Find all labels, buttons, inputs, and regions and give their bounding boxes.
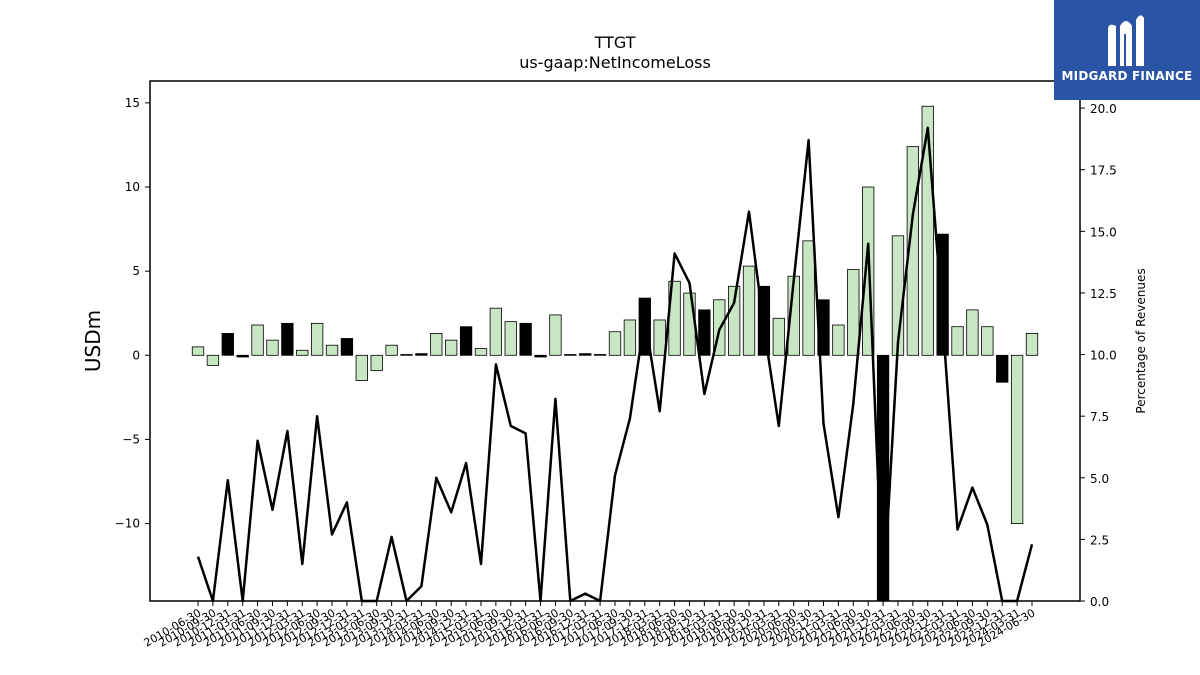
bar-2020-03-31 [772,317,785,356]
bar-2013-03-31 [355,354,368,381]
bar-2016-12-31 [579,353,592,356]
bar-2011-12-31 [281,322,294,356]
y-tick-label: 10 [125,180,140,194]
bar-2023-09-30 [981,326,994,356]
bar-2022-09-30 [921,105,934,356]
bar-2012-09-30 [325,344,339,356]
bar-2023-12-31 [996,354,1009,383]
bar-2013-12-31 [400,354,413,356]
bar-2014-03-31 [415,353,428,356]
y2-axis-label: Percentage of Revenues [1134,268,1148,413]
bar-2011-06-30 [251,324,264,356]
bar-2015-12-31 [519,322,532,356]
bar-2019-06-30 [727,285,741,356]
bar-2012-12-31 [340,338,354,356]
bar-2021-03-31 [832,324,845,356]
y2-tick-label: 10.0 [1090,349,1117,363]
bar-2023-03-31 [951,326,964,356]
x-axis: 2010-06-302010-09-302010-12-312011-03-31… [142,601,1038,650]
bar-2014-12-31 [459,326,473,356]
bar-2017-12-31 [638,297,651,356]
y-tick-label: 15 [125,96,140,110]
bar-2020-09-30 [802,240,815,356]
bar-2023-06-30 [966,309,979,356]
bar-2015-06-30 [489,307,503,356]
bar-2012-03-31 [296,349,309,356]
bar-2016-09-30 [564,354,577,356]
y2-tick-label: 17.5 [1090,164,1117,178]
y-tick-label: 5 [132,264,140,278]
bar-2017-03-31 [593,354,607,356]
bar-2024-06-30 [1025,333,1039,356]
y2-tick-label: 15.0 [1090,225,1117,239]
y-tick-label: −5 [122,432,140,446]
bar-2013-09-30 [385,344,398,356]
midgard-logo-icon [1108,15,1144,67]
bar-2010-09-30 [206,354,220,366]
chart-subtitle: us-gaap:NetIncomeLoss [519,53,711,72]
bar-2019-09-30 [742,265,756,356]
y2-tick-label: 2.5 [1090,533,1109,547]
right-axis: 0.0 2.5 5.0 7.5 10.0 12.5 15.0 17.5 20.0 [1080,102,1117,609]
bar-2022-12-31 [936,233,949,356]
bar-2016-06-30 [549,314,562,356]
bar-2017-09-30 [623,319,637,356]
bar-2015-03-31 [474,348,488,356]
bar-2015-09-30 [504,321,517,356]
bar-2021-06-30 [847,269,860,356]
y-tick-label: 0 [132,348,140,362]
bar-2013-06-30 [370,354,383,371]
y2-tick-label: 12.5 [1090,287,1117,301]
bar-2014-09-30 [445,339,458,356]
bar-2018-03-31 [653,319,666,356]
midgard-finance-logo: MIDGARD FINANCE [1054,0,1200,100]
y-tick-label: −10 [115,517,140,531]
bar-2017-06-30 [608,331,622,356]
bar-2014-06-30 [430,333,443,356]
bar-2012-06-30 [310,322,324,356]
y2-tick-label: 0.0 [1090,595,1109,609]
bar-2010-06-30 [191,346,205,356]
y-axis-label: USDm [81,310,105,372]
bar-2024-03-31 [1010,354,1024,524]
bar-2016-03-31 [534,354,547,358]
bar-2010-12-31 [221,333,234,356]
bar-2018-12-31 [698,309,711,356]
bar-2022-06-30 [906,146,920,356]
y2-tick-label: 5.0 [1090,472,1109,486]
y2-tick-label: 20.0 [1090,102,1117,116]
bar-2011-03-31 [236,354,249,358]
logo-text: MIDGARD FINANCE [1061,69,1193,83]
bar-2011-09-30 [266,339,279,356]
left-axis: −10 −5 0 5 10 15 [115,96,150,531]
bar-2018-09-30 [683,292,696,356]
chart-title: TTGT [594,33,636,52]
y2-tick-label: 7.5 [1090,410,1109,424]
bars-layer [191,105,1039,602]
